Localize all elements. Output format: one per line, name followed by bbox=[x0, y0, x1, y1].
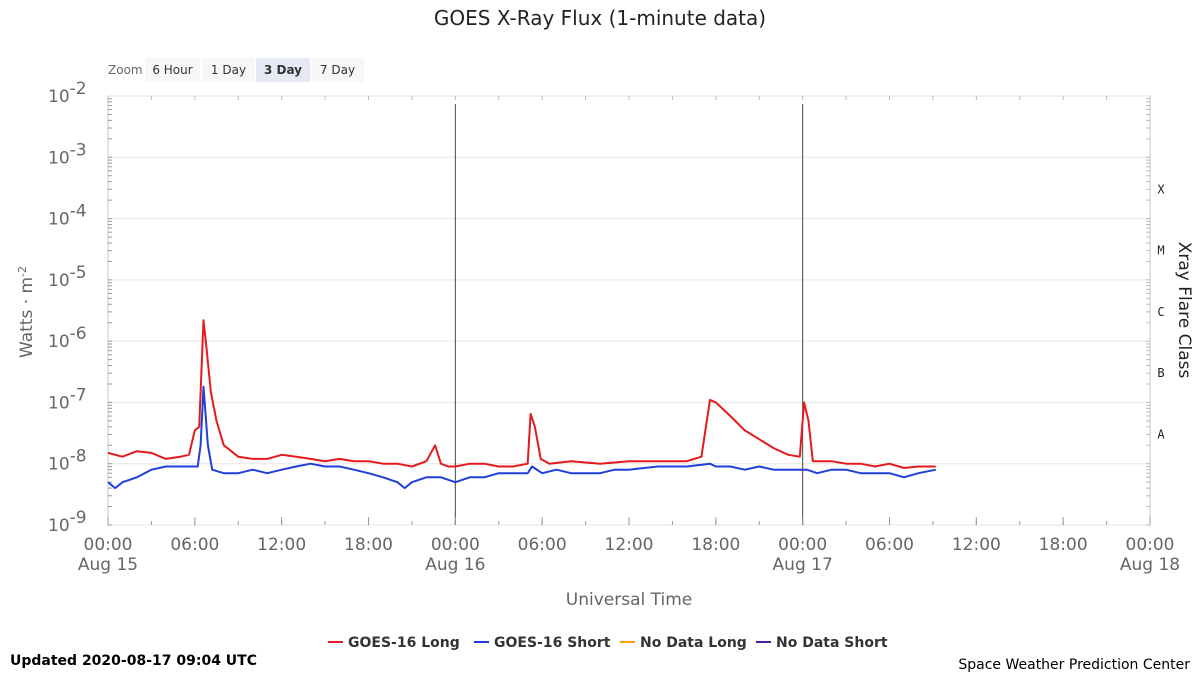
x-tick-time: 00:00 bbox=[1126, 535, 1175, 555]
series-line-goes-16-long bbox=[107, 319, 936, 469]
zoom-label: Zoom bbox=[108, 63, 143, 77]
legend-item-goes-16-short[interactable]: GOES-16 Short bbox=[474, 635, 611, 651]
zoom-button-bg bbox=[311, 58, 364, 82]
grid bbox=[107, 95, 1151, 526]
y-tick-base: 10 bbox=[48, 516, 70, 536]
y-tick-label: 10-7 bbox=[48, 385, 87, 413]
series-line-goes-16-short bbox=[107, 385, 936, 490]
y2-axis-title: Xray Flare Class bbox=[1174, 242, 1194, 379]
legend-item-no-data-long[interactable]: No Data Long bbox=[620, 635, 747, 651]
zoom-button-label: 7 Day bbox=[320, 63, 355, 77]
x-tick-time: 12:00 bbox=[952, 535, 1001, 555]
legend-label: No Data Short bbox=[776, 635, 888, 651]
y-axis-title-main: Watts · m bbox=[17, 277, 37, 358]
x-tick-time: 00:00 bbox=[431, 535, 480, 555]
y-tick-label: 10-9 bbox=[48, 508, 87, 536]
x-tick-date: Aug 18 bbox=[1120, 555, 1180, 575]
zoom-button-1-day[interactable]: 1 Day bbox=[202, 58, 255, 82]
y-tick-exponent: -4 bbox=[70, 202, 87, 222]
y-tick-label: 10-2 bbox=[48, 79, 87, 107]
y-tick-label: 10-4 bbox=[48, 202, 87, 230]
series-lines bbox=[107, 319, 936, 490]
flare-class-a: A bbox=[1157, 427, 1165, 441]
x-tick-time: 06:00 bbox=[170, 535, 219, 555]
flare-class-b: B bbox=[1157, 366, 1164, 380]
x-tick-time: 12:00 bbox=[257, 535, 306, 555]
y-tick-exponent: -9 bbox=[70, 508, 87, 528]
updated-text: Updated 2020-08-17 09:04 UTC bbox=[10, 653, 257, 669]
y-tick-base: 10 bbox=[48, 148, 70, 168]
y-tick-label: 10-8 bbox=[48, 447, 87, 475]
zoom-button-label: 1 Day bbox=[211, 63, 246, 77]
x-tick-time: 18:00 bbox=[691, 535, 740, 555]
zoom-button-bg bbox=[202, 58, 255, 82]
y-tick-label: 10-3 bbox=[48, 140, 87, 168]
y-tick-label: 10-6 bbox=[48, 324, 87, 352]
chart-title: GOES X-Ray Flux (1-minute data) bbox=[434, 6, 766, 30]
zoom-button-label: 3 Day bbox=[264, 63, 302, 77]
x-tick-time: 00:00 bbox=[84, 535, 133, 555]
x-axis-title: Universal Time bbox=[566, 590, 692, 610]
flare-class-labels: X M C B A bbox=[1157, 182, 1165, 441]
y-tick-exponent: -3 bbox=[70, 140, 87, 160]
day-boundaries bbox=[454, 104, 804, 525]
y-axis-title-sup: -2 bbox=[16, 266, 29, 277]
y-tick-base: 10 bbox=[48, 87, 70, 107]
y-axis-title: Watts · m-2 bbox=[16, 266, 38, 358]
y-tick-label: 10-5 bbox=[48, 263, 87, 291]
x-tick-date: Aug 15 bbox=[78, 555, 138, 575]
y-tick-base: 10 bbox=[48, 332, 70, 352]
legend: GOES-16 Long GOES-16 Short No Data Long No … bbox=[328, 635, 888, 651]
legend-label: GOES-16 Short bbox=[494, 635, 611, 651]
y-tick-base: 10 bbox=[48, 271, 70, 291]
x-tick-time: 00:00 bbox=[778, 535, 827, 555]
zoom-button-bg bbox=[256, 58, 310, 82]
credit-text: Space Weather Prediction Center bbox=[958, 657, 1190, 673]
zoom-button-6-hour[interactable]: 6 Hour bbox=[145, 58, 200, 82]
zoom-button-bg bbox=[145, 58, 200, 82]
x-tick-time: 06:00 bbox=[518, 535, 567, 555]
x-tick-time: 18:00 bbox=[1039, 535, 1088, 555]
x-tick-date: Aug 17 bbox=[773, 555, 833, 575]
y-tick-base: 10 bbox=[48, 455, 70, 475]
x-tick-time: 12:00 bbox=[605, 535, 654, 555]
x-tick-date: Aug 16 bbox=[425, 555, 485, 575]
legend-label: GOES-16 Long bbox=[348, 635, 460, 651]
flare-class-x: X bbox=[1157, 182, 1165, 196]
y-axis-ticks: 10-210-310-410-510-610-710-810-9 bbox=[48, 79, 87, 536]
zoom-button-label: 6 Hour bbox=[152, 63, 192, 77]
legend-label: No Data Long bbox=[640, 635, 747, 651]
y-tick-exponent: -7 bbox=[70, 385, 87, 405]
zoom-button-3-day[interactable]: 3 Day bbox=[256, 58, 310, 82]
legend-item-no-data-short[interactable]: No Data Short bbox=[756, 635, 888, 651]
zoom-bar: Zoom 6 Hour 1 Day 3 Day 7 Day bbox=[108, 58, 364, 82]
flare-class-c: C bbox=[1157, 305, 1164, 319]
x-tick-time: 18:00 bbox=[344, 535, 393, 555]
y-tick-base: 10 bbox=[48, 393, 70, 413]
y-tick-base: 10 bbox=[48, 210, 70, 230]
y-tick-exponent: -6 bbox=[70, 324, 87, 344]
zoom-button-7-day[interactable]: 7 Day bbox=[311, 58, 364, 82]
y-tick-exponent: -8 bbox=[70, 447, 87, 467]
y-tick-exponent: -5 bbox=[70, 263, 87, 283]
flare-class-m: M bbox=[1157, 244, 1164, 258]
legend-item-goes-16-long[interactable]: GOES-16 Long bbox=[328, 635, 460, 651]
x-tick-time: 06:00 bbox=[865, 535, 914, 555]
y-tick-exponent: -2 bbox=[70, 79, 87, 99]
